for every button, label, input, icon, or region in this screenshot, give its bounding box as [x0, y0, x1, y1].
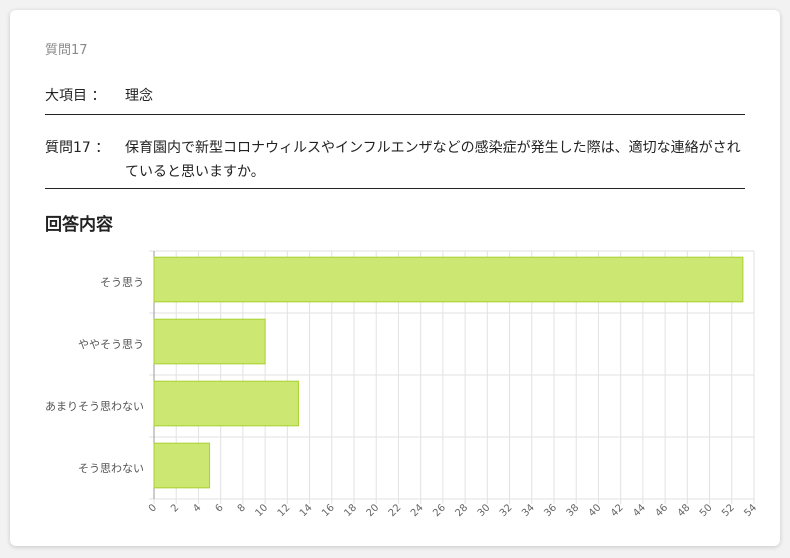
- x-tick-label: 8: [236, 502, 248, 514]
- category-label: ややそう思う: [78, 338, 144, 351]
- category-label: そう思う: [100, 276, 144, 289]
- x-tick-label: 36: [542, 502, 559, 519]
- x-tick-label: 38: [565, 502, 582, 519]
- x-tick-label: 54: [742, 502, 759, 519]
- x-tick-label: 2: [169, 502, 181, 514]
- x-tick-label: 52: [720, 502, 737, 519]
- question-label: 質問17 ：: [45, 140, 110, 156]
- x-tick-label: 48: [676, 502, 693, 519]
- major-item-label: 大項目 ：: [45, 88, 106, 104]
- x-tick-label: 40: [587, 502, 604, 519]
- x-tick-label: 44: [631, 502, 648, 519]
- x-tick-label: 30: [476, 502, 493, 519]
- section-title: 回答内容: [45, 215, 113, 235]
- question-number: 質問17: [45, 43, 88, 58]
- x-tick-label: 26: [431, 502, 448, 519]
- x-tick-label: 42: [609, 502, 626, 519]
- major-item-value: 理念: [125, 88, 153, 104]
- x-tick-label: 34: [520, 502, 537, 519]
- bar: [153, 380, 299, 427]
- x-tick-label: 24: [409, 502, 426, 519]
- x-tick-label: 22: [387, 502, 404, 519]
- question-text: 保育園内で新型コロナウィルスやインフルエンザなどの感染症が発生した際は、適切な連…: [125, 140, 741, 180]
- bar: [153, 442, 211, 489]
- bar: [153, 318, 266, 365]
- x-tick-label: 4: [191, 502, 203, 514]
- x-tick-label: 10: [253, 502, 270, 519]
- x-tick-label: 46: [653, 502, 670, 519]
- bar: [153, 256, 744, 303]
- category-label: そう思わない: [78, 462, 144, 475]
- major-item-row: 大項目 ： 理念: [45, 84, 745, 115]
- x-tick-label: 14: [298, 502, 315, 519]
- x-tick-label: 12: [276, 502, 293, 519]
- x-tick-label: 16: [320, 502, 337, 519]
- question-card: 質問17 大項目 ： 理念 質問17 ： 保育園内で新型コロナウィルスやインフル…: [10, 10, 780, 546]
- question-row: 質問17 ： 保育園内で新型コロナウィルスやインフルエンザなどの感染症が発生した…: [45, 136, 745, 189]
- x-tick-label: 0: [147, 502, 159, 514]
- x-tick-label: 6: [214, 502, 226, 514]
- category-label: あまりそう思わない: [45, 400, 144, 413]
- x-tick-label: 18: [342, 502, 359, 519]
- x-tick-label: 20: [365, 502, 382, 519]
- x-tick-label: 28: [453, 502, 470, 519]
- x-tick-label: 50: [698, 502, 715, 519]
- x-tick-label: 32: [498, 502, 515, 519]
